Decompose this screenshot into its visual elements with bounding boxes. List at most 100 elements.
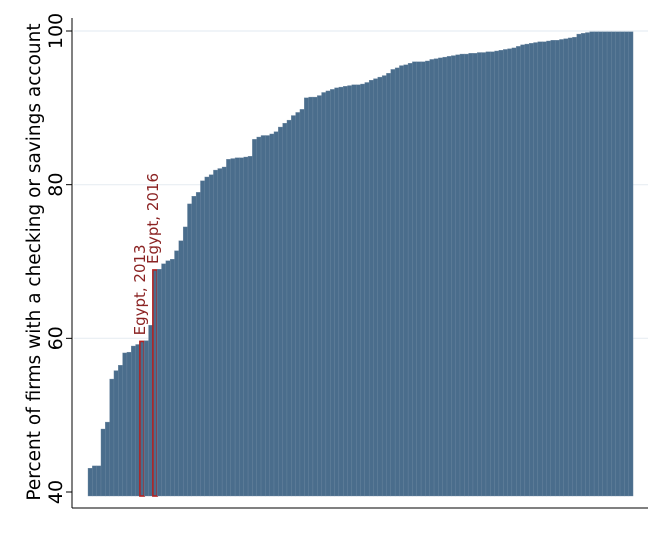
- bar: [403, 64, 409, 497]
- bar: [113, 370, 119, 497]
- bar: [243, 156, 249, 497]
- bar: [239, 157, 244, 497]
- bar: [546, 40, 552, 497]
- bar: [126, 351, 132, 497]
- bar: [554, 40, 560, 497]
- bar: [529, 43, 534, 497]
- bar: [87, 468, 93, 497]
- bar: [394, 67, 400, 497]
- bar: [420, 61, 426, 497]
- bar: [503, 49, 508, 497]
- bar: [589, 31, 595, 497]
- bar: [606, 31, 612, 497]
- bar: [559, 39, 565, 497]
- bar: [269, 133, 275, 497]
- bar: [165, 260, 171, 497]
- bar: [360, 83, 366, 497]
- bar: [455, 54, 461, 497]
- bar: [624, 31, 629, 497]
- bar: [451, 55, 456, 497]
- bar: [585, 32, 590, 497]
- bar: [490, 51, 495, 497]
- bar-highlighted: [152, 269, 159, 497]
- bar: [373, 78, 379, 497]
- bar: [468, 53, 474, 497]
- axes: [71, 18, 648, 509]
- bar: [598, 31, 603, 497]
- bar: [226, 159, 231, 497]
- bar: [96, 465, 102, 497]
- bar: [208, 174, 214, 497]
- bar: [364, 82, 370, 497]
- bar: [252, 139, 257, 497]
- bar: [494, 50, 500, 497]
- bar: [325, 90, 331, 497]
- bar: [602, 31, 608, 497]
- bar: [438, 57, 443, 497]
- bar: [118, 365, 123, 497]
- bar: [541, 41, 547, 497]
- bar: [386, 73, 392, 497]
- bar: [580, 33, 586, 497]
- bar: [161, 263, 167, 497]
- bar: [217, 168, 223, 497]
- bar: [265, 135, 270, 497]
- bar: [170, 259, 175, 497]
- bar: [321, 92, 327, 497]
- bar: [221, 166, 227, 497]
- bar: [355, 84, 361, 497]
- annotation-label: Egypt, 2016: [144, 173, 162, 264]
- bar: [317, 95, 322, 497]
- bar: [459, 53, 465, 497]
- bar: [286, 119, 292, 497]
- bar: [537, 41, 543, 497]
- bar: [615, 31, 621, 497]
- bar: [105, 421, 110, 497]
- bar: [308, 96, 314, 497]
- bar: [299, 109, 305, 497]
- bar: [425, 60, 430, 497]
- bar: [273, 131, 279, 497]
- bar: [576, 33, 582, 497]
- bar: [343, 86, 348, 497]
- bar: [446, 56, 452, 497]
- bar: [334, 87, 340, 497]
- bar: [407, 63, 413, 497]
- bar: [377, 76, 383, 497]
- bar: [485, 51, 491, 497]
- bar: [92, 465, 97, 497]
- bar: [312, 96, 318, 497]
- bar: [567, 37, 573, 497]
- bar: [291, 115, 296, 497]
- y-ticks: 40 60 80 100: [45, 13, 72, 504]
- bar: [611, 31, 616, 497]
- bar: [433, 58, 439, 497]
- bar: [351, 84, 357, 497]
- bar: [516, 46, 521, 497]
- bar: [481, 52, 487, 497]
- bar: [412, 61, 417, 497]
- y-tick-label: 60: [45, 326, 67, 350]
- bar: [204, 176, 210, 497]
- bar: [524, 43, 530, 497]
- bar: [628, 31, 634, 497]
- bar: [533, 42, 539, 497]
- bar: [278, 126, 283, 497]
- bar: [182, 226, 188, 497]
- bars: [87, 31, 634, 497]
- bar: [520, 44, 526, 497]
- bar: [507, 48, 513, 497]
- bar: [472, 53, 478, 497]
- bar: [256, 136, 262, 497]
- bar: [174, 250, 180, 497]
- bar: [550, 40, 556, 497]
- y-tick-label: 100: [45, 13, 67, 49]
- bar: [330, 89, 335, 497]
- bar: [109, 378, 115, 497]
- y-axis-title: Percent of firms with a checking or savi…: [24, 23, 45, 500]
- bar: [195, 192, 201, 497]
- bar: [572, 36, 577, 497]
- bar: [464, 53, 469, 497]
- y-tick-label: 80: [45, 173, 67, 197]
